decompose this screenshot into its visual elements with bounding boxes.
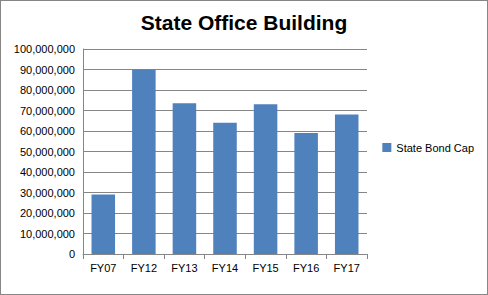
svg-text:State Office Building: State Office Building: [141, 11, 348, 34]
svg-text:State Bond Cap: State Bond Cap: [396, 142, 474, 154]
svg-text:FY12: FY12: [131, 262, 157, 274]
svg-text:FY13: FY13: [171, 262, 197, 274]
svg-text:20,000,000: 20,000,000: [20, 207, 75, 219]
svg-text:70,000,000: 70,000,000: [20, 105, 75, 117]
svg-text:30,000,000: 30,000,000: [20, 187, 75, 199]
svg-text:60,000,000: 60,000,000: [20, 125, 75, 137]
svg-text:FY16: FY16: [293, 262, 319, 274]
svg-text:90,000,000: 90,000,000: [20, 64, 75, 76]
svg-text:100,000,000: 100,000,000: [14, 43, 75, 55]
svg-text:0: 0: [69, 248, 75, 260]
svg-text:FY17: FY17: [334, 262, 360, 274]
svg-text:50,000,000: 50,000,000: [20, 146, 75, 158]
svg-text:40,000,000: 40,000,000: [20, 166, 75, 178]
svg-text:FY15: FY15: [252, 262, 278, 274]
svg-text:80,000,000: 80,000,000: [20, 84, 75, 96]
svg-text:10,000,000: 10,000,000: [20, 228, 75, 240]
svg-text:FY14: FY14: [212, 262, 238, 274]
svg-text:FY07: FY07: [90, 262, 116, 274]
